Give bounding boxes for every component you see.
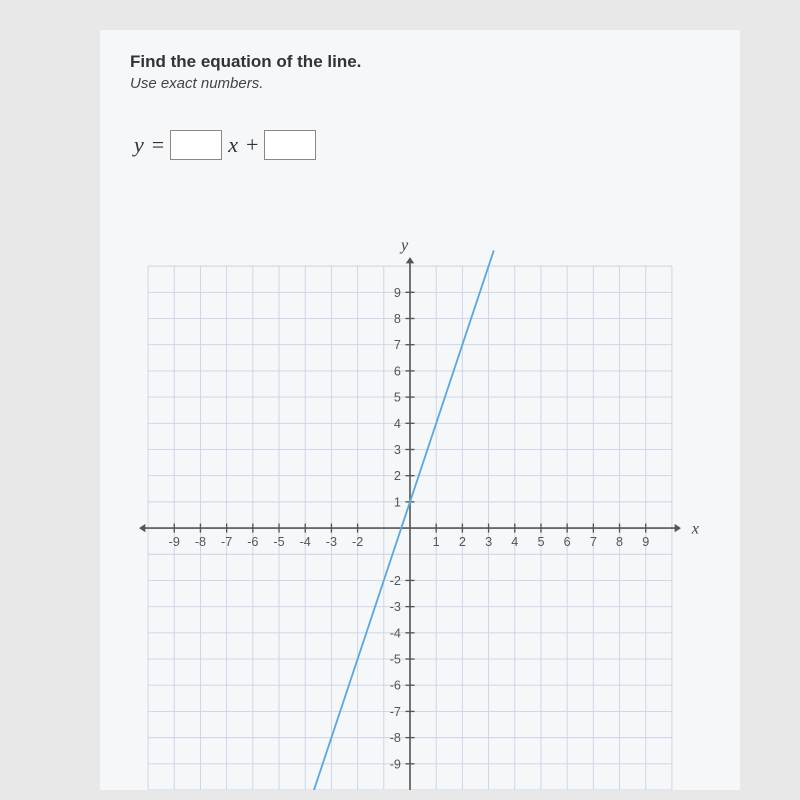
svg-text:y: y [399,236,409,254]
coordinate-graph: -9 -8 -7 -6 -5 -4 -3 -2 1 2 3 4 5 6 7 8 9 1 2 3 4 5 6 7 8 9 -2 -3 -4… [110,230,710,790]
equation-y: y [134,132,144,158]
equation-equals: = [152,132,164,158]
svg-text:-6: -6 [390,679,401,693]
svg-text:-7: -7 [221,535,232,549]
equation-row: y = x + [130,130,318,160]
question-title: Find the equation of the line. [130,52,361,72]
svg-text:-5: -5 [390,653,401,667]
svg-text:8: 8 [394,312,401,326]
svg-text:x: x [691,519,700,537]
svg-text:-4: -4 [390,626,401,640]
svg-text:9: 9 [394,286,401,300]
intercept-input[interactable] [264,130,316,160]
svg-text:5: 5 [394,391,401,405]
svg-text:1: 1 [433,535,440,549]
svg-text:-9: -9 [390,757,401,771]
svg-text:9: 9 [642,535,649,549]
svg-text:-9: -9 [169,535,180,549]
svg-text:7: 7 [394,338,401,352]
svg-text:-3: -3 [326,535,337,549]
svg-text:8: 8 [616,535,623,549]
svg-text:1: 1 [394,495,401,509]
svg-text:4: 4 [394,417,401,431]
svg-text:-5: -5 [273,535,284,549]
equation-x: x [228,132,238,158]
worksheet-paper: Find the equation of the line. Use exact… [100,30,740,790]
svg-text:-7: -7 [390,705,401,719]
svg-text:-8: -8 [390,731,401,745]
svg-text:7: 7 [590,535,597,549]
svg-text:-8: -8 [195,535,206,549]
svg-text:2: 2 [459,535,466,549]
svg-text:2: 2 [394,469,401,483]
svg-text:-2: -2 [390,574,401,588]
question-subtitle: Use exact numbers. [130,75,263,92]
slope-input[interactable] [170,130,222,160]
svg-text:6: 6 [394,364,401,378]
svg-text:-3: -3 [390,600,401,614]
svg-text:4: 4 [511,535,518,549]
svg-text:-4: -4 [300,535,311,549]
svg-text:-6: -6 [247,535,258,549]
svg-text:3: 3 [394,443,401,457]
equation-plus: + [246,132,258,158]
svg-text:6: 6 [564,535,571,549]
svg-text:-2: -2 [352,535,363,549]
svg-text:3: 3 [485,535,492,549]
svg-text:5: 5 [537,535,544,549]
